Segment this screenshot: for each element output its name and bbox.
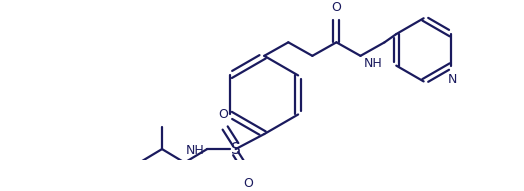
Text: O: O: [332, 1, 341, 14]
Text: NH: NH: [185, 144, 204, 157]
Text: NH: NH: [364, 57, 382, 70]
Text: S: S: [231, 142, 241, 157]
Text: N: N: [448, 73, 457, 86]
Text: O: O: [243, 177, 253, 190]
Text: O: O: [219, 108, 228, 121]
